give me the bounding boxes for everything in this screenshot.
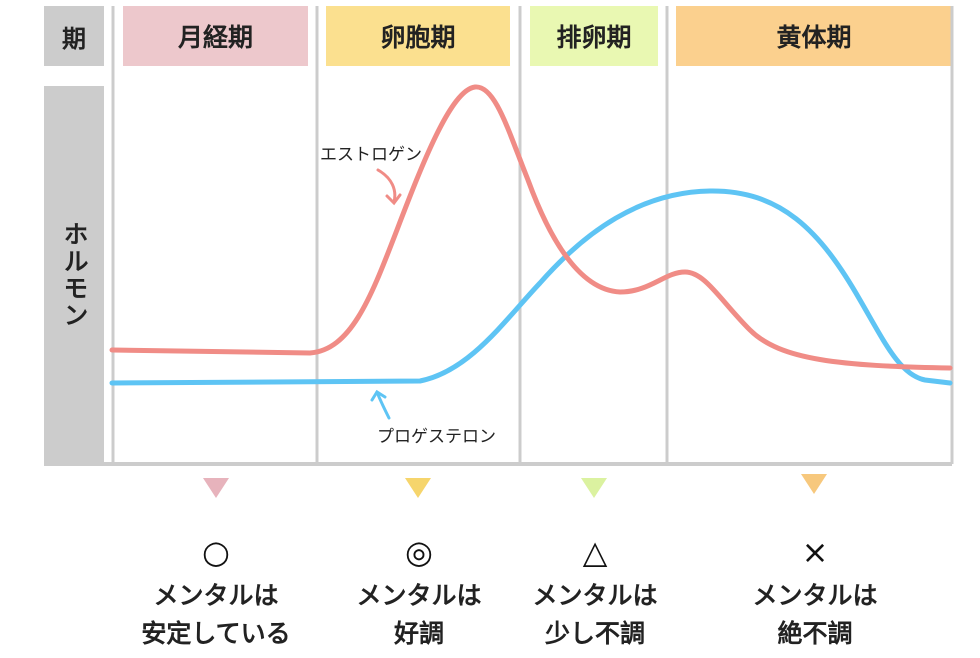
phase-header-follicular: 卵胞期	[326, 6, 510, 66]
phase-marker-follicular	[405, 478, 431, 498]
mental-state-line2: 安定している	[141, 619, 291, 648]
mental-state-line2: 絶不調	[777, 619, 853, 648]
estrogen-curve	[109, 84, 953, 371]
phase-marker-ovulation	[581, 478, 607, 498]
phase-header-luteal: 黄体期	[676, 6, 952, 66]
mental-symbol-menstrual: ○	[202, 533, 230, 571]
mental-state-line1: メンタルは	[752, 581, 878, 610]
progesterone-curve	[109, 188, 953, 386]
estrogen-arrow	[376, 168, 397, 204]
hormone-axis-text: ホルモン	[60, 221, 89, 329]
mental-state-line1: メンタルは	[153, 581, 279, 610]
hormone-axis-label: ホルモン	[44, 86, 104, 464]
period-header-label: 期	[44, 6, 104, 66]
mental-symbol-ovulation: △	[582, 533, 608, 571]
phase-header-ovulation: 排卵期	[530, 6, 658, 66]
estrogen-label: エストロゲン	[320, 145, 422, 165]
mental-state-ovulation: メンタルは 少し不調	[495, 577, 695, 653]
phase-header-menstrual: 月経期	[123, 6, 308, 66]
mental-symbol-luteal: ×	[801, 533, 829, 571]
progesterone-arrowhead	[370, 389, 387, 402]
mental-state-luteal: メンタルは 絶不調	[715, 577, 915, 653]
phase-marker-menstrual	[203, 478, 229, 498]
mental-state-line1: メンタルは	[356, 581, 482, 610]
estrogen-arrowhead	[385, 193, 402, 206]
mental-state-line2: 好調	[393, 619, 444, 648]
progesterone-label: プロゲステロン	[377, 427, 496, 447]
mental-state-line2: 少し不調	[544, 619, 645, 648]
phase-marker-luteal	[801, 474, 827, 494]
mental-state-follicular: メンタルは 好調	[319, 577, 519, 653]
mental-state-line1: メンタルは	[532, 581, 658, 610]
mental-symbol-follicular: ◎	[405, 533, 433, 571]
mental-state-menstrual: メンタルは 安定している	[116, 577, 316, 653]
